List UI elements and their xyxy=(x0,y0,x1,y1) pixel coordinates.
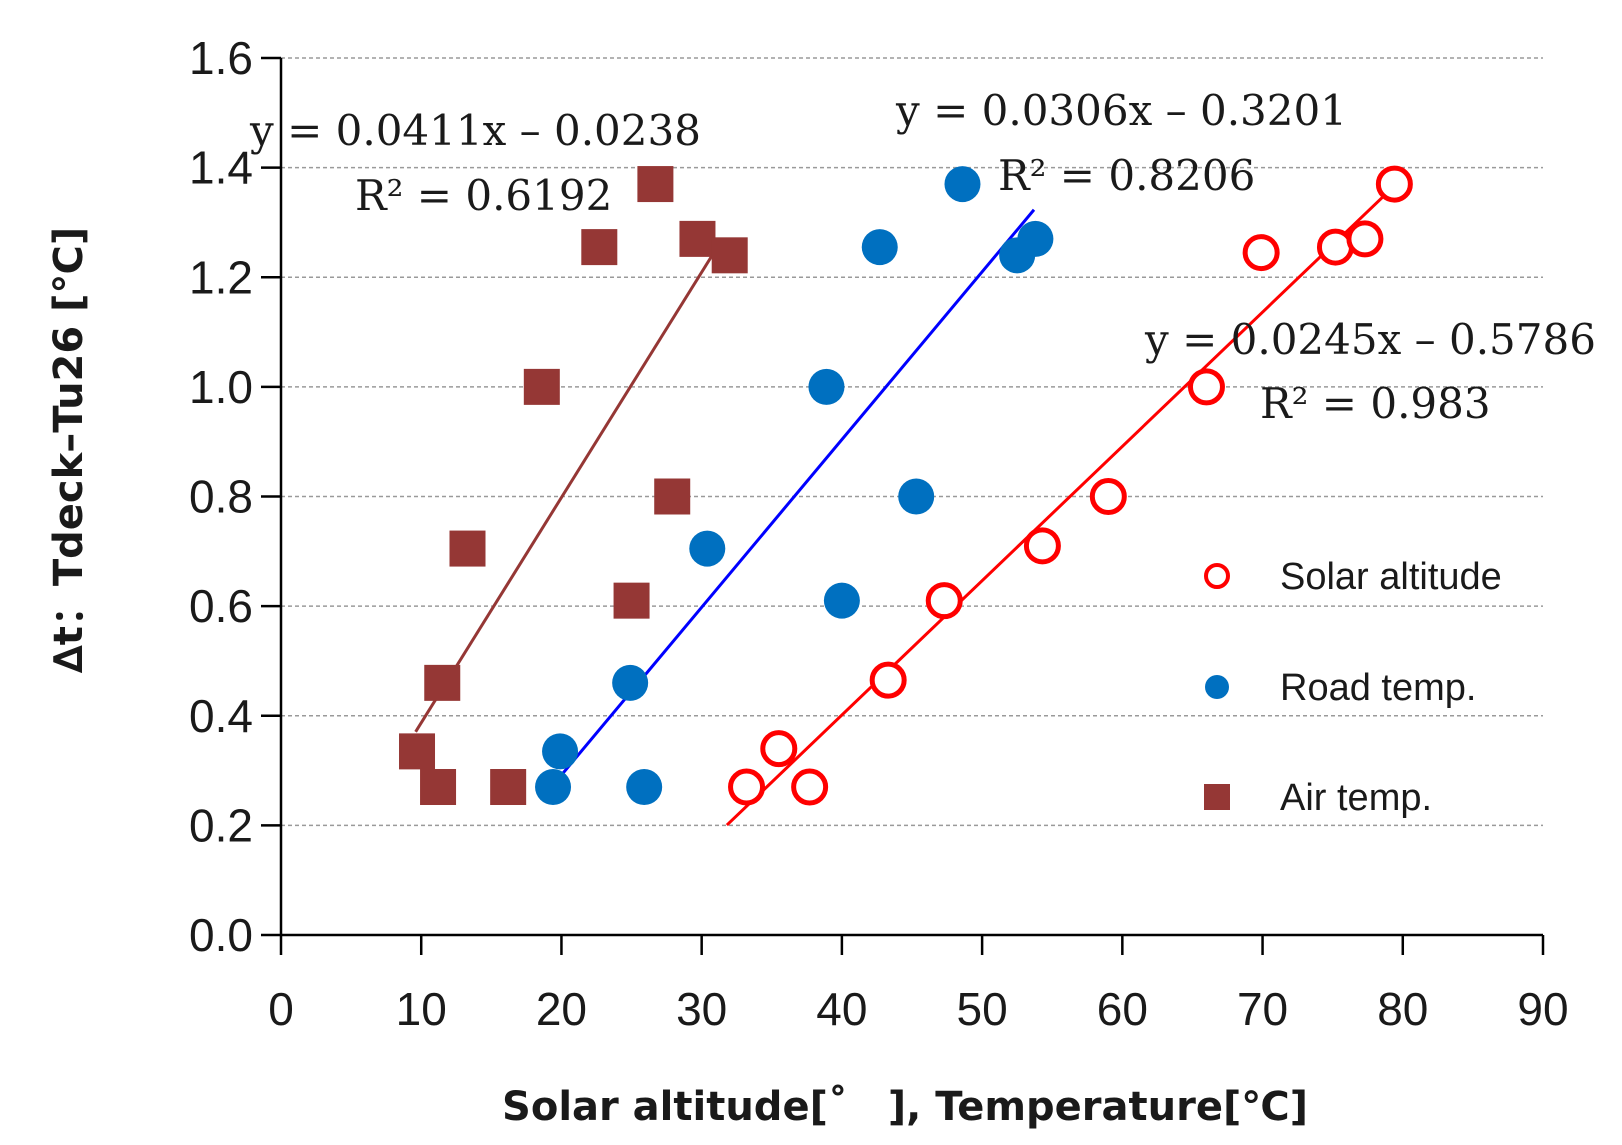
data-point xyxy=(1346,220,1384,258)
x-tick-label: 10 xyxy=(396,983,447,1035)
data-point xyxy=(613,582,650,619)
y-tick-label: 1.2 xyxy=(189,251,253,303)
y-tick-label: 1.4 xyxy=(189,142,253,194)
data-point xyxy=(542,733,579,770)
y-tick-label: 0.0 xyxy=(189,909,253,961)
data-point xyxy=(424,664,461,701)
data-point xyxy=(535,769,572,806)
y-tick-label: 1.0 xyxy=(189,361,253,413)
legend-marker-air-temp xyxy=(1204,784,1230,810)
data-point xyxy=(612,664,649,701)
trend-equation: y = 0.0306x – 0.3201 xyxy=(895,86,1347,135)
x-tick-label: 40 xyxy=(816,983,867,1035)
trendline-road-temp xyxy=(550,208,1036,788)
x-tick-label: 80 xyxy=(1377,983,1428,1035)
data-point xyxy=(399,733,436,770)
legend-marker-solar-altitude xyxy=(1204,563,1230,589)
x-axis-title: Solar altitude[˚ ], Temperature[℃] xyxy=(502,1083,1308,1130)
x-tick-label: 20 xyxy=(536,983,587,1035)
trend-r-squared: R² = 0.6192 xyxy=(355,171,612,220)
y-tick-label: 0.4 xyxy=(189,690,253,742)
data-point xyxy=(944,166,981,203)
data-point xyxy=(1017,220,1054,257)
data-point xyxy=(1242,234,1280,272)
data-point xyxy=(1023,527,1061,565)
x-tick-label: 50 xyxy=(957,983,1008,1035)
data-point xyxy=(523,368,560,405)
x-tick-label: 30 xyxy=(676,983,727,1035)
data-point xyxy=(626,769,663,806)
data-point xyxy=(861,229,898,266)
data-point xyxy=(449,530,486,567)
y-axis-title: ∆t：Tdeck–Tu26 [℃] xyxy=(46,227,92,673)
data-point xyxy=(490,769,527,806)
data-points xyxy=(399,165,1413,806)
x-tick-label: 60 xyxy=(1097,983,1148,1035)
legend-marker-road-temp xyxy=(1205,675,1229,699)
data-point xyxy=(1089,478,1127,515)
data-point xyxy=(581,229,618,266)
trendline-solar-altitude xyxy=(725,183,1397,827)
trend-r-squared: R² = 0.983 xyxy=(1260,379,1491,428)
data-point xyxy=(808,368,845,405)
x-tick-label: 0 xyxy=(268,983,294,1035)
legend-label: Solar altitude xyxy=(1280,556,1502,598)
data-point xyxy=(823,582,860,619)
data-point xyxy=(1375,165,1413,203)
trend-equation: y = 0.0411x – 0.0238 xyxy=(249,106,701,155)
axes: 0.0 0.2 0.4 0.6 0.8 1.0 1.2 1.4 1.6 0 10 20 30 40 50 60… xyxy=(189,32,1569,1035)
data-point xyxy=(898,478,935,515)
data-point xyxy=(728,768,766,806)
trend-r-squared: R² = 0.8206 xyxy=(998,151,1255,200)
x-tick-label: 70 xyxy=(1237,983,1288,1035)
data-point xyxy=(1187,368,1225,406)
legend-label: Road temp. xyxy=(1280,667,1476,709)
data-point xyxy=(420,769,457,806)
data-point xyxy=(925,582,963,620)
trendline-air-temp xyxy=(414,237,724,733)
y-tick-label: 1.6 xyxy=(189,32,253,84)
y-tick-label: 0.2 xyxy=(189,799,253,851)
data-point xyxy=(654,478,691,515)
legend-label: Air temp. xyxy=(1280,777,1432,819)
legend: Solar altitude Road temp. Air temp. xyxy=(1204,556,1502,819)
axis-titles: Solar altitude[˚ ], Temperature[℃] ∆t：Td… xyxy=(46,227,1308,1130)
gridlines xyxy=(281,57,1543,827)
data-point xyxy=(711,237,748,274)
data-point xyxy=(679,220,716,257)
trend-equation: y = 0.0245x – 0.5786 xyxy=(1144,315,1596,364)
data-point xyxy=(637,166,674,203)
data-point xyxy=(791,768,829,806)
y-tick-label: 0.6 xyxy=(189,580,253,632)
data-point xyxy=(869,661,907,699)
annotations: y = 0.0245x – 0.5786 R² = 0.983 y = 0.0306… xyxy=(249,86,1596,428)
y-tick-label: 0.8 xyxy=(189,471,253,523)
x-tick-label: 90 xyxy=(1517,983,1568,1035)
data-point xyxy=(689,530,726,567)
data-point xyxy=(760,730,798,768)
